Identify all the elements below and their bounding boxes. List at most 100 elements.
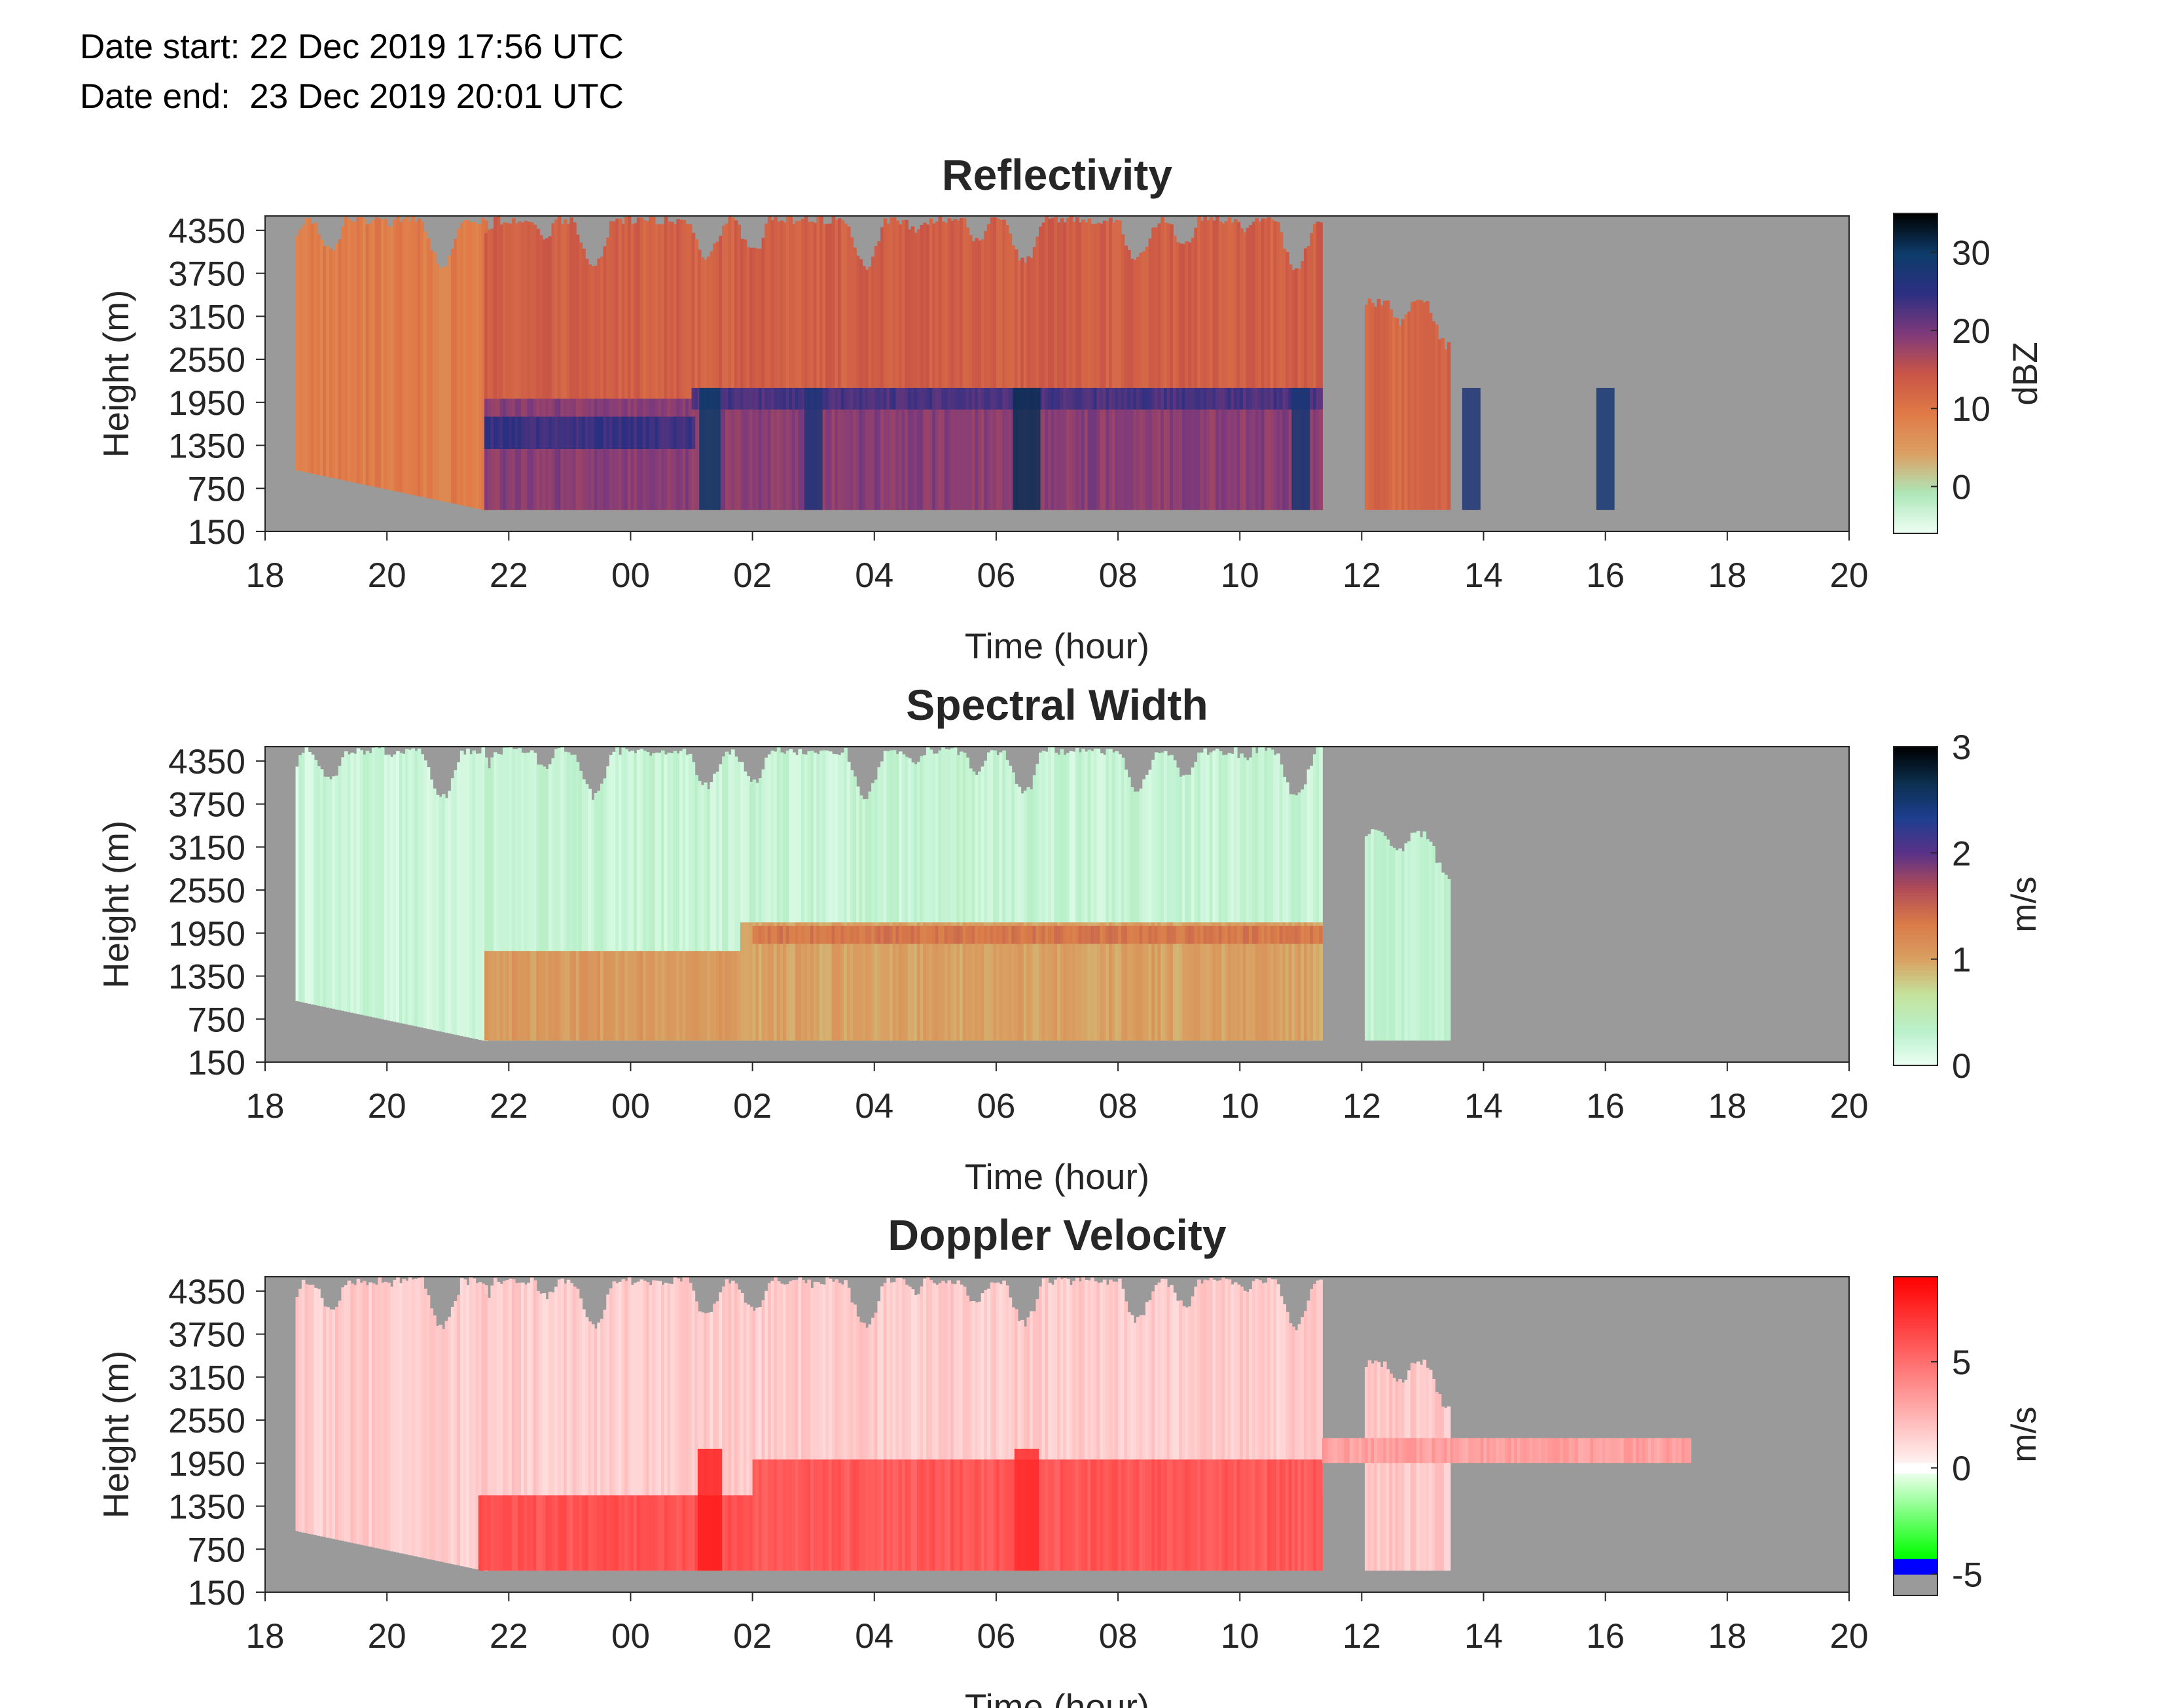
layer-cell [1270, 1459, 1274, 1571]
echo-cell [1264, 1282, 1269, 1571]
echo-cell [1380, 1366, 1384, 1571]
x-tick-label: 18 [1708, 556, 1746, 595]
layer-cell [737, 399, 741, 510]
x-axis-label: Time (hour) [965, 1156, 1149, 1197]
layer-cell [944, 925, 948, 944]
echo-cell [986, 752, 991, 1041]
layer-cell [1188, 399, 1192, 510]
layer-cell [767, 387, 772, 410]
colorbar-swatch [1894, 1404, 1937, 1408]
layer-cell [1139, 1459, 1143, 1571]
colorbar-swatch [1894, 1282, 1937, 1285]
layer-cell [813, 925, 818, 944]
echo-cell [731, 1281, 735, 1571]
layer-cell [871, 387, 875, 410]
layer-cell [1224, 399, 1229, 510]
echo-cell [350, 753, 354, 1013]
x-tick-label: 12 [1342, 1087, 1381, 1126]
colorbar-swatch [1894, 389, 1937, 393]
colorbar-swatch [1894, 522, 1937, 526]
echo-cell [846, 762, 851, 1041]
layer-cell [676, 399, 680, 510]
layer-cell [1066, 1459, 1070, 1571]
echo-cell [840, 1284, 845, 1571]
echo-cell [749, 781, 753, 1041]
layer-cell [1096, 387, 1101, 410]
echo-cell [1102, 755, 1107, 1041]
echo-cell [737, 1289, 741, 1571]
layer-cell [1212, 1459, 1216, 1571]
echo-cell [1395, 1381, 1399, 1571]
layer-cell [1139, 925, 1143, 944]
layer-cell [1161, 1459, 1164, 1571]
echo-cell [655, 753, 659, 1041]
layer-cell [910, 1459, 915, 1571]
layer-cell [499, 951, 503, 1041]
echo-cell [667, 753, 671, 1041]
echo-cell [1136, 1317, 1140, 1571]
colorbar-swatch [1894, 879, 1937, 883]
echo-cell [1051, 747, 1055, 1041]
echo-cell [1011, 772, 1015, 1041]
colorbar-swatch [1894, 946, 1937, 950]
layer-cell [655, 416, 659, 450]
echo-cell [524, 221, 528, 510]
layer-cell [569, 1495, 574, 1571]
colorbar-swatch [1894, 1476, 1937, 1480]
echo-cell [1087, 218, 1092, 510]
layer-cell [776, 922, 781, 1041]
layer-cell [743, 922, 747, 1041]
layer-cell [1163, 922, 1168, 1041]
echo-cell [862, 799, 866, 1041]
echo-cell [374, 217, 379, 488]
layer-cell [1032, 925, 1037, 944]
layer-cell [694, 1495, 698, 1571]
layer-cell [582, 1495, 586, 1571]
echo-cell [518, 748, 522, 1041]
echo-cell [1242, 232, 1247, 510]
echo-cell [402, 753, 406, 1024]
echo-cell [1057, 1277, 1061, 1571]
colorbar-swatch [1894, 285, 1937, 289]
layer-cell [1587, 1438, 1591, 1463]
layer-cell [1251, 387, 1256, 410]
echo-cell [868, 1324, 873, 1571]
echo-cell [996, 219, 1000, 510]
echo-cell [715, 772, 720, 1041]
layer-cell [710, 951, 714, 1041]
echo-cell [444, 266, 449, 503]
layer-cell [1620, 1438, 1625, 1463]
layer-cell [1139, 399, 1143, 510]
layer-cell [1638, 1438, 1643, 1463]
colorbar-swatch [1894, 328, 1937, 332]
echo-cell [1127, 1312, 1131, 1571]
layer-cell [530, 416, 534, 450]
echo-cell [579, 1298, 583, 1571]
colorbar-swatch [1894, 1319, 1937, 1323]
echo-cell [816, 217, 820, 510]
layer-cell [880, 387, 884, 410]
echo-cell [706, 789, 711, 1041]
echo-cell [612, 1281, 617, 1571]
layer-cell [737, 1495, 741, 1571]
echo-cell [715, 1301, 720, 1571]
layer-cell [1154, 925, 1159, 944]
echo-cell [1310, 766, 1314, 1041]
echo-cell [609, 755, 613, 1041]
layer-cell [1303, 922, 1308, 1041]
echo-cell [990, 1282, 994, 1571]
layer-cell [719, 387, 723, 410]
layer-cell [704, 951, 708, 1041]
layer-cell [1288, 925, 1293, 944]
layer-cell [969, 387, 973, 410]
echo-cell [1041, 1278, 1046, 1571]
layer-cell [956, 387, 961, 410]
echo-cell [301, 753, 306, 1003]
layer-cell [725, 399, 729, 510]
echo-cell [1172, 760, 1177, 1041]
layer-cell [828, 925, 833, 944]
layer-cell [1151, 399, 1155, 510]
colorbar-swatch [1894, 1340, 1937, 1344]
echo-cell [828, 1278, 833, 1571]
y-axis-label: Height (m) [96, 821, 136, 989]
